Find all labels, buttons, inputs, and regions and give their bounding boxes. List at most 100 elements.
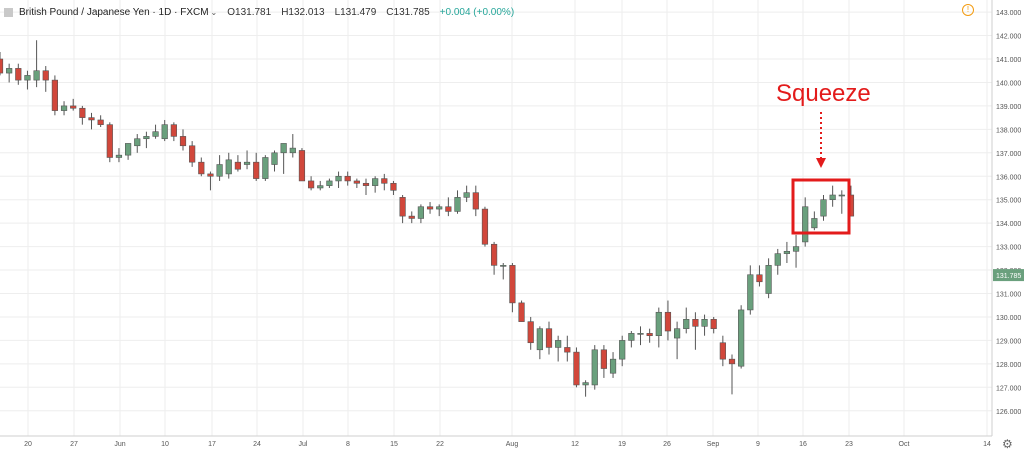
candle-body (426, 206, 434, 210)
candle-body (317, 185, 324, 189)
x-tick-label: 14 (983, 441, 991, 448)
candle-body (207, 173, 214, 177)
candle-body (179, 136, 187, 147)
candle-body (161, 124, 168, 140)
x-tick-label: Aug (506, 441, 519, 448)
candle-body (765, 265, 772, 294)
candle-body (253, 161, 260, 179)
candle-body (243, 161, 251, 165)
candle-body (573, 351, 580, 386)
candle-body (198, 161, 205, 175)
ohlc-open: O131.781 (227, 6, 272, 18)
candle-body (637, 333, 644, 335)
candle-body (545, 328, 553, 348)
ohlc-change: +0.004 (+0.00%) (439, 6, 515, 18)
x-tick-label: Oct (899, 441, 910, 448)
candle-body (125, 143, 132, 156)
candle-body (143, 136, 150, 140)
candle-body (399, 197, 406, 217)
candle-body (33, 70, 40, 81)
candle-body (600, 349, 607, 369)
candle-body (664, 311, 672, 332)
candle-body (79, 107, 86, 118)
candle-body (555, 340, 562, 348)
candle-body (619, 340, 626, 360)
x-tick-label: 17 (208, 441, 216, 448)
last-price-tag (993, 269, 1024, 282)
y-tick-label: 133.000 (996, 245, 1021, 252)
candle-body (88, 117, 95, 121)
symbol-header: British Pound / Japanese Yen · 1D · FXCM… (4, 4, 514, 20)
candle-body (51, 79, 58, 111)
candle-body (802, 206, 809, 243)
x-tick-label: 27 (70, 441, 78, 448)
candle-body (189, 145, 196, 163)
candle-body (582, 382, 589, 386)
candle-body (15, 68, 22, 81)
x-tick-label: 8 (346, 441, 350, 448)
candle-body (445, 206, 452, 212)
x-tick-label: Jul (299, 441, 308, 448)
y-tick-label: 142.000 (996, 34, 1021, 41)
alert-icon[interactable]: ! (962, 4, 974, 16)
candle-body (564, 347, 571, 353)
candle-body (481, 208, 489, 245)
candle-body (417, 206, 425, 219)
candle-body (70, 105, 77, 109)
candle-body (390, 182, 397, 191)
candle-body (783, 250, 790, 254)
x-tick-label: 10 (161, 441, 169, 448)
collapse-icon[interactable] (4, 7, 13, 17)
candle-body (170, 124, 177, 137)
candle-body (335, 175, 342, 182)
candle-body (527, 321, 534, 344)
x-tick-label: 24 (253, 441, 261, 448)
candle-body (271, 152, 278, 165)
candle-body (792, 246, 800, 252)
candle-body (490, 243, 498, 266)
candle-body (747, 274, 754, 311)
candle-body (756, 274, 763, 283)
x-tick-label: 26 (663, 441, 671, 448)
candle-body (646, 333, 653, 337)
candle-body (591, 349, 598, 386)
y-tick-label: 126.000 (996, 409, 1021, 416)
candle-body (838, 194, 845, 197)
candle-body (655, 311, 662, 337)
candle-body (262, 157, 269, 179)
candle-body (408, 215, 415, 219)
candle-body (280, 143, 287, 154)
candle-body (307, 180, 315, 189)
chevron-down-icon[interactable]: ⌄ (210, 7, 218, 17)
candle-body (225, 159, 232, 175)
candle-body (719, 342, 726, 360)
x-tick-label: 23 (845, 441, 853, 448)
y-tick-label: 138.000 (996, 127, 1021, 134)
candle-body (673, 328, 681, 339)
gear-icon[interactable]: ⚙ (1002, 437, 1013, 451)
candle-body (42, 70, 49, 81)
candle-body (692, 318, 699, 327)
y-tick-label: 127.000 (996, 385, 1021, 392)
squeeze-annotation: Squeeze (776, 80, 871, 107)
x-tick-label: Jun (114, 441, 125, 448)
candle-body (436, 206, 443, 210)
y-tick-label: 143.000 (996, 10, 1021, 17)
candle-body (609, 358, 617, 374)
candle-body (820, 199, 827, 217)
candle-body (701, 318, 708, 327)
ohlc-close: C131.785 (386, 6, 430, 18)
y-tick-label: 129.000 (996, 338, 1021, 345)
candle-body (134, 138, 141, 147)
y-tick-label: 141.000 (996, 57, 1021, 64)
x-tick-label: 15 (390, 441, 398, 448)
candle-body (216, 164, 223, 177)
y-tick-label: 134.000 (996, 221, 1021, 228)
symbol-name[interactable]: British Pound / Japanese Yen · 1D · FXCM (19, 6, 209, 18)
y-tick-label: 140.000 (996, 80, 1021, 87)
candle-body (372, 178, 379, 186)
candle-body (536, 328, 543, 351)
candle-body (628, 333, 635, 341)
candle-body (106, 124, 113, 158)
